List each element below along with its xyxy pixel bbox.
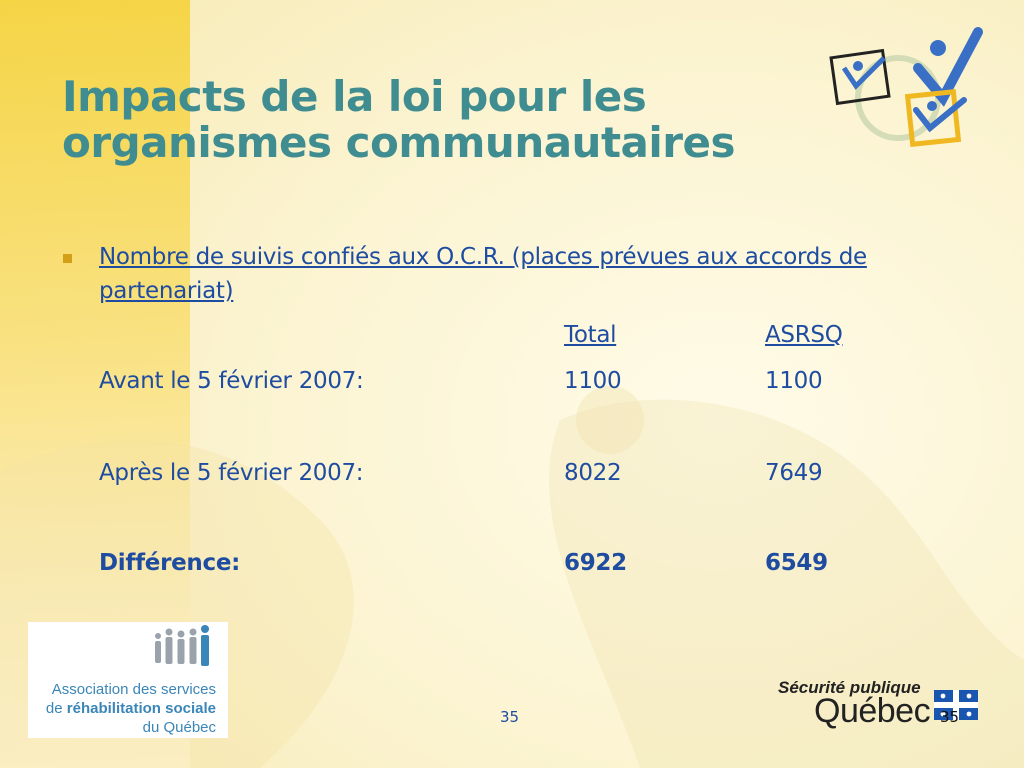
logo-line-1: Association des services [51,681,216,698]
row-label-after: Après le 5 février 2007: [99,460,364,486]
logo-line-3: du Québec [142,719,216,736]
row-asrsq-after: 7649 [765,460,823,486]
bullet-link-text[interactable]: Nombre de suivis confiés aux O.C.R. (pla… [99,244,867,304]
quebec-label: Québec [814,692,931,730]
title-line-1: Impacts de la loi pour les [62,72,647,121]
slide-title: Impacts de la loi pour les organismes co… [62,74,822,166]
page-number-right: 35 [940,708,960,726]
page-number: 35 [500,708,520,726]
asrsq-logo: Association des services de réhabilitati… [28,622,228,738]
logo-line-2: de réhabilitation sociale [16,699,216,718]
row-total-after: 8022 [564,460,622,486]
logo-line-2-bold: réhabilitation sociale [66,700,216,717]
bullet-marker [63,254,72,263]
securite-publique-label: Sécurité publique [778,678,921,697]
column-header-total: Total [564,322,617,348]
row-label-difference: Différence: [99,550,241,576]
row-asrsq-before: 1100 [765,368,823,394]
row-total-before: 1100 [564,368,622,394]
column-header-asrsq: ASRSQ [765,322,843,348]
fleurdelise-flag-icon [934,690,978,720]
row-total-difference: 6922 [564,550,627,576]
people-group-icon [155,625,209,666]
title-line-2: organismes communautaires [62,118,735,167]
logo-line-2-prefix: de [45,700,67,717]
checkmark-figures-icon [829,27,983,148]
row-asrsq-difference: 6549 [765,550,828,576]
row-label-before: Avant le 5 février 2007: [99,368,364,394]
